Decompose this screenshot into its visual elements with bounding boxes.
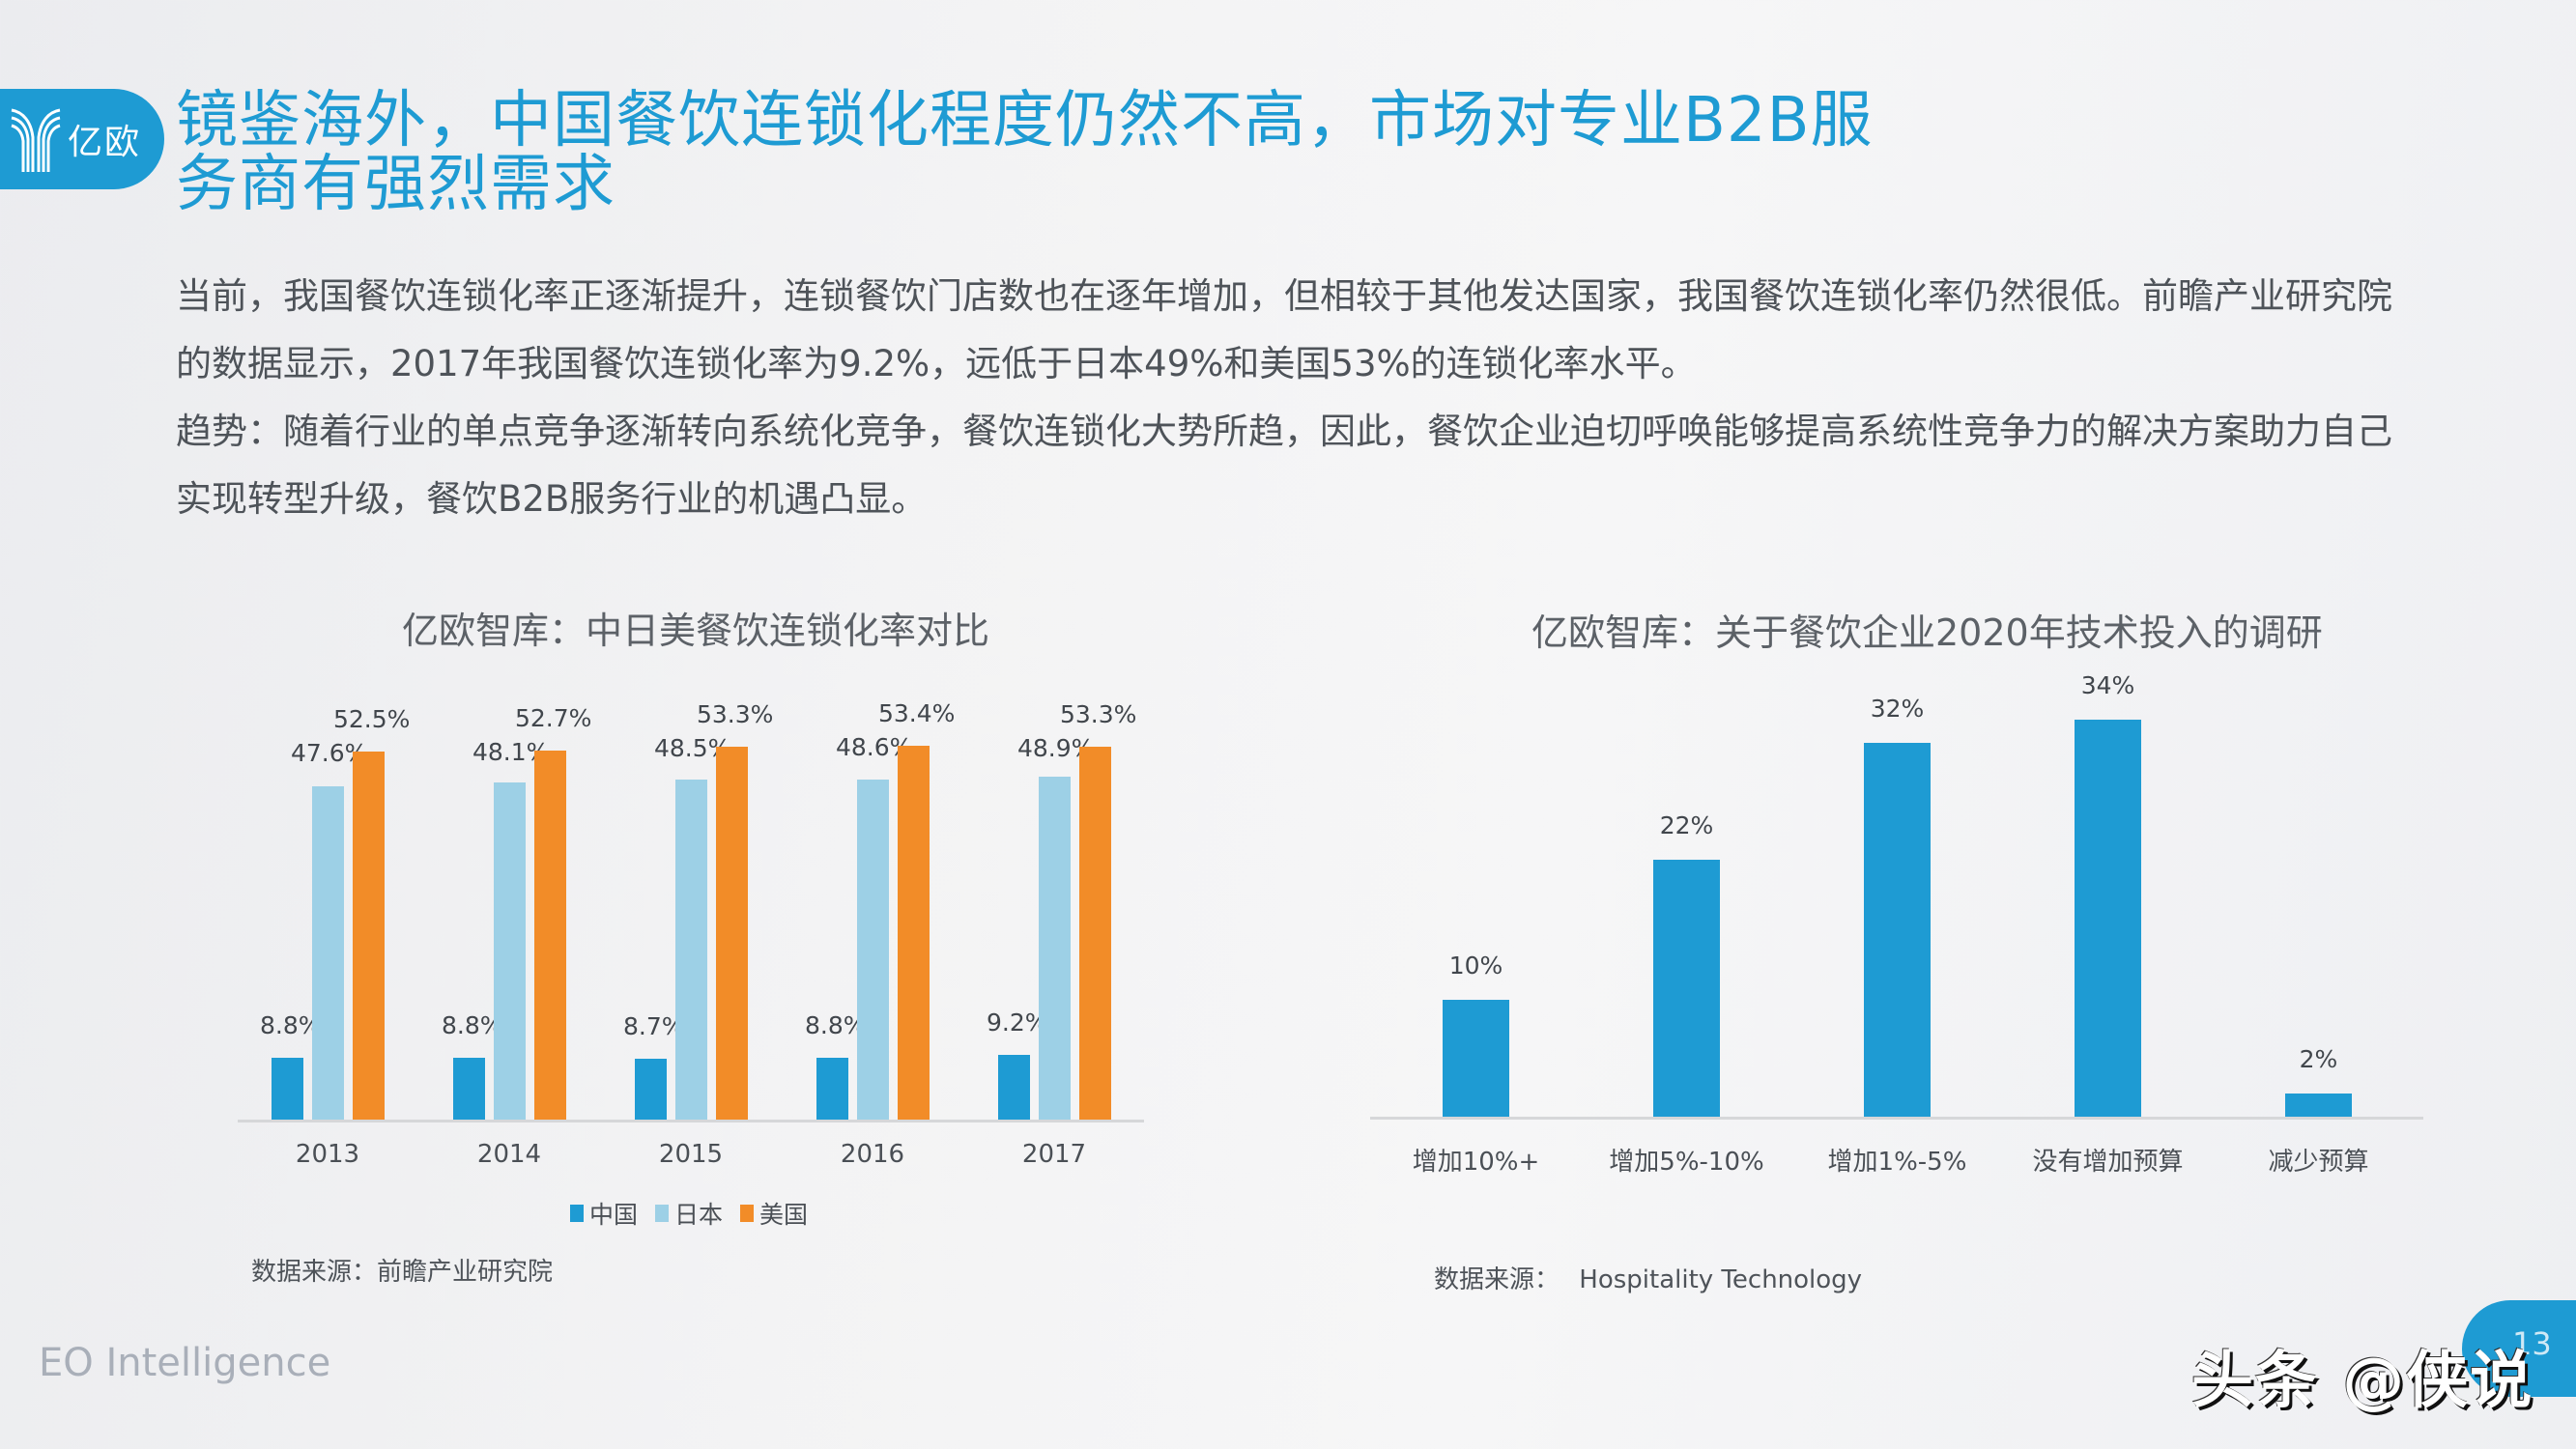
bar-usa-2013 — [353, 752, 385, 1120]
x-tick-0: 增加10%+ — [1412, 1148, 1540, 1177]
x-tick-3: 没有增加预算 — [2032, 1148, 2184, 1177]
bar-japan-2014 — [494, 782, 526, 1120]
legend-item-japan: 日本 — [655, 1196, 723, 1231]
bar-china-2015 — [635, 1058, 667, 1120]
page-title: 镜鉴海外，中国餐饮连锁化程度仍然不高，市场对专业B2B服 务商有强烈需求 — [176, 89, 2012, 216]
left-chart-x-axis — [238, 1120, 1144, 1122]
bar-4 — [2285, 1093, 2352, 1117]
x-tick-2013: 2013 — [295, 1140, 360, 1169]
page-number-badge — [2462, 1300, 2576, 1397]
right-chart-x-axis — [1370, 1117, 2423, 1120]
bar-japan-2015 — [675, 780, 707, 1120]
yiou-y-icon — [11, 108, 61, 172]
legend-swatch-china — [570, 1205, 584, 1222]
value-label-china-2015: 8.7% — [623, 1011, 685, 1040]
title-line-1: 镜鉴海外，中国餐饮连锁化程度仍然不高，市场对专业B2B服 — [176, 85, 1874, 156]
body-text: 当前，我国餐饮连锁化率正逐渐提升，连锁餐饮门店数也在逐年增加，但相较于其他发达国… — [176, 263, 2427, 533]
bar-japan-2013 — [312, 785, 344, 1120]
value-label-2: 32% — [1870, 694, 1925, 723]
value-label-4: 2% — [2299, 1044, 2338, 1073]
left-chart-title: 亿欧智库：中日美餐饮连锁化率对比 — [402, 610, 990, 652]
value-label-china-2014: 8.8% — [442, 1011, 503, 1040]
legend-item-china: 中国 — [570, 1196, 638, 1231]
value-label-3: 34% — [2080, 670, 2135, 699]
value-label-0: 10% — [1448, 952, 1503, 980]
x-tick-1: 增加5%-10% — [1609, 1148, 1764, 1177]
x-tick-2016: 2016 — [840, 1140, 905, 1169]
value-label-china-2017: 9.2% — [987, 1009, 1048, 1037]
value-label-china-2013: 8.8% — [260, 1011, 322, 1040]
right-chart-title: 亿欧智库：关于餐饮企业2020年技术投入的调研 — [1531, 611, 2323, 654]
bar-usa-2016 — [898, 745, 930, 1120]
left-chart-source: 数据来源：前瞻产业研究院 — [251, 1258, 554, 1287]
paragraph-trend: 趋势：随着行业的单点竞争逐渐转向系统化竞争，餐饮连锁化大势所趋，因此，餐饮企业迫… — [176, 411, 2392, 520]
bar-0 — [1443, 1000, 1509, 1117]
bar-usa-2014 — [534, 750, 566, 1120]
value-label-usa-2013: 52.5% — [333, 705, 411, 734]
brand-logo: 亿欧 — [0, 89, 164, 189]
value-label-usa-2017: 53.3% — [1060, 699, 1137, 728]
legend-swatch-japan — [655, 1205, 670, 1222]
value-label-1: 22% — [1659, 810, 1714, 839]
bar-usa-2015 — [716, 746, 748, 1120]
legend-item-usa: 美国 — [740, 1196, 808, 1231]
bar-china-2013 — [272, 1058, 303, 1120]
bar-china-2014 — [453, 1058, 485, 1120]
bar-2 — [1864, 742, 1931, 1117]
bar-japan-2017 — [1039, 777, 1071, 1120]
value-label-china-2016: 8.8% — [805, 1011, 867, 1040]
page-number: 13 — [2512, 1325, 2552, 1362]
watermark: 头条 @侠说 — [2191, 1346, 2534, 1417]
bar-1 — [1653, 859, 1720, 1117]
footer-brand: EO Intelligence — [39, 1341, 331, 1385]
logo-text: 亿欧 — [68, 123, 142, 162]
bar-china-2017 — [998, 1055, 1030, 1120]
value-label-usa-2015: 53.3% — [697, 699, 774, 728]
bar-usa-2017 — [1079, 746, 1111, 1120]
value-label-usa-2016: 53.4% — [878, 698, 956, 727]
bar-japan-2016 — [857, 779, 889, 1120]
bar-china-2016 — [816, 1058, 848, 1120]
right-chart-source: 数据来源： Hospitality Technology — [1434, 1265, 1863, 1294]
x-tick-2015: 2015 — [658, 1140, 724, 1169]
x-tick-4: 减少预算 — [2268, 1148, 2369, 1177]
bar-3 — [2075, 719, 2141, 1117]
title-line-2: 务商有强烈需求 — [176, 149, 615, 220]
legend-swatch-usa — [740, 1205, 755, 1222]
x-tick-2: 增加1%-5% — [1827, 1148, 1967, 1177]
value-label-usa-2014: 52.7% — [515, 703, 592, 732]
x-tick-2017: 2017 — [1021, 1140, 1087, 1169]
paragraph-current: 当前，我国餐饮连锁化率正逐渐提升，连锁餐饮门店数也在逐年增加，但相较于其他发达国… — [176, 275, 2392, 384]
x-tick-2014: 2014 — [476, 1140, 542, 1169]
left-chart-legend: 中国 日本 美国 — [570, 1196, 817, 1231]
